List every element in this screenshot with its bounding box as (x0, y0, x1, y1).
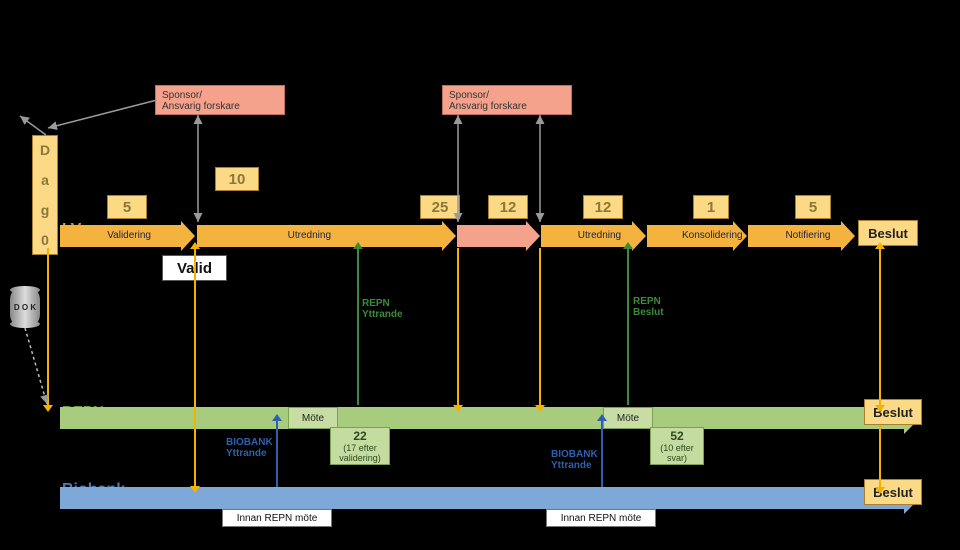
diagram-stage: D a g 0 D O K LV Valid REPN MöteMöte Bio… (0, 0, 960, 550)
day-count-box: 12 (583, 195, 623, 219)
connector-line (47, 0, 49, 550)
lv-segment-label: Utredning (578, 230, 621, 241)
day-count-box: 25 (420, 195, 460, 219)
connector-line (276, 0, 278, 550)
day-count-box: 10 (215, 167, 259, 191)
repn-lane-arrow (60, 407, 920, 429)
day-count-box: 12 (488, 195, 528, 219)
day-count-box: 5 (107, 195, 147, 219)
sponsor-box: Sponsor/Ansvarig forskare (155, 85, 285, 115)
result-box: Beslut (858, 220, 918, 246)
connector-line (879, 0, 881, 550)
dok-label: D O K (10, 303, 40, 312)
day-count-box: 5 (795, 195, 831, 219)
connector-label: BIOBANKYttrande (551, 449, 598, 471)
connector-line (601, 0, 603, 550)
sponsor-box: Sponsor/Ansvarig forskare (442, 85, 572, 115)
connector-line (539, 0, 541, 550)
connector-line (457, 0, 459, 550)
day-count-box: 1 (693, 195, 729, 219)
connector-label: BIOBANKYttrande (226, 437, 273, 459)
grey-arrow-overlay (0, 0, 960, 550)
result-box: Beslut (864, 479, 922, 505)
repn-mote-box: Möte (288, 407, 338, 429)
result-box: Beslut (864, 399, 922, 425)
connector-line (627, 0, 629, 550)
biobank-lane-arrow (60, 487, 920, 509)
connector-line (357, 0, 359, 550)
green-callout: 52(10 efter svar) (650, 427, 704, 465)
connector-label: REPNBeslut (633, 296, 664, 318)
connector-label: REPNYttrande (362, 298, 403, 320)
lv-segment-label: Validering (107, 230, 151, 241)
lv-segment (457, 225, 540, 247)
lv-segment-label: Konsolidering (682, 230, 743, 241)
lv-segment-label: Utredning (288, 230, 331, 241)
connector-line (194, 0, 196, 550)
dok-cylinder: D O K (10, 290, 40, 324)
lv-segment-label: Notifiering (785, 230, 830, 241)
green-callout: 22(17 efter validering) (330, 427, 390, 465)
